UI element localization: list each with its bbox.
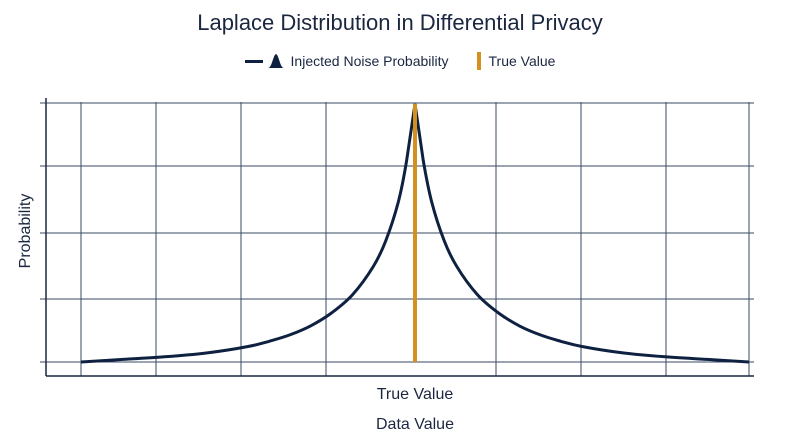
chart-title: Laplace Distribution in Differential Pri… <box>197 10 603 35</box>
legend-item-true-value: True Value <box>476 52 556 70</box>
x-axis-label: Data Value <box>376 416 454 433</box>
legend-item-noise: Injected Noise Probability <box>244 53 449 69</box>
vertical-bar-icon <box>476 52 481 70</box>
x-tick-label-true-value: True Value <box>377 386 454 403</box>
legend: Injected Noise Probability True Value <box>0 52 800 70</box>
legend-line-icon <box>244 59 263 63</box>
axes <box>45 98 754 377</box>
legend-label-noise: Injected Noise Probability <box>290 53 449 69</box>
bell-curve-icon <box>267 54 284 68</box>
grid <box>40 102 754 376</box>
y-axis-label: Probability <box>17 194 34 269</box>
legend-label-true-value: True Value <box>488 53 556 69</box>
